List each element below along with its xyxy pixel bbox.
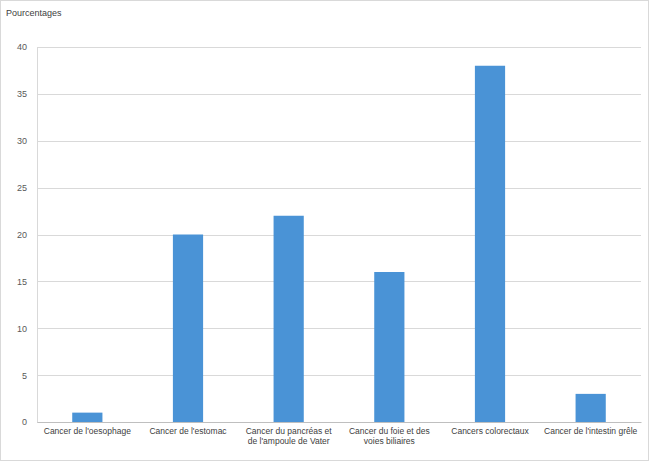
x-tick: Cancer du pancréas etde l'ampoule de Vat…: [246, 422, 333, 446]
bar: [475, 66, 505, 422]
x-tick-label: Cancer de l'estomac: [149, 426, 227, 436]
grid-line: [37, 375, 641, 376]
x-tick-label: Cancer du foie et desvoies biliaires: [349, 426, 430, 446]
grid: [37, 48, 641, 423]
y-axis-line: [37, 48, 38, 423]
y-tick-label: 40: [17, 42, 27, 52]
bar: [576, 394, 606, 422]
grid-line: [37, 141, 641, 142]
x-tick-label-line: de l'ampoule de Vater: [248, 436, 330, 446]
x-tick-label-line: Cancer du pancréas et: [246, 426, 333, 436]
grid-line: [37, 328, 641, 329]
y-axis: 0 5 10 15 20 25 30 35 40: [17, 42, 38, 427]
x-tick-label-line: Cancer de l'oesophage: [44, 426, 131, 436]
y-tick: 5: [22, 371, 37, 381]
grid-line: [37, 47, 641, 48]
y-tick-label: 20: [17, 230, 27, 240]
chart-border: [1, 1, 649, 461]
x-tick-label-line: Cancer du foie et des: [349, 426, 430, 436]
bar: [274, 216, 304, 422]
y-tick: 15: [17, 277, 37, 287]
y-tick: 25: [17, 183, 37, 193]
bar: [173, 235, 203, 423]
x-tick-label-line: Cancer de l'estomac: [149, 426, 227, 436]
x-tick-label: Cancer du pancréas etde l'ampoule de Vat…: [246, 426, 333, 446]
y-tick-label: 0: [22, 417, 27, 427]
x-tick: Cancer du foie et desvoies biliaires: [349, 422, 430, 446]
grid-line: [37, 188, 641, 189]
x-tick-label-line: voies biliaires: [364, 436, 415, 446]
x-axis: Cancer de l'oesophage Cancer de l'estomac…: [38, 422, 642, 446]
y-tick-label: 30: [17, 136, 27, 146]
y-tick: 10: [17, 324, 37, 334]
grid-line: [37, 281, 641, 282]
x-tick: Cancers colorectaux: [451, 422, 529, 436]
y-tick-label: 15: [17, 277, 27, 287]
x-axis-line: [38, 422, 642, 423]
y-tick-label: 25: [17, 183, 27, 193]
x-tick-label-line: Cancer de l'intestin grêle: [544, 426, 638, 436]
y-tick: 40: [17, 42, 37, 52]
bars: [72, 66, 606, 422]
bar: [374, 272, 404, 422]
y-tick: 35: [17, 89, 37, 99]
y-axis-title: Pourcentages: [6, 8, 62, 18]
grid-line: [37, 94, 641, 95]
y-tick: 0: [22, 417, 37, 427]
x-tick: Cancer de l'oesophage: [44, 422, 131, 436]
y-tick-label: 10: [17, 324, 27, 334]
x-tick: Cancer de l'estomac: [149, 422, 227, 436]
y-tick: 30: [17, 136, 37, 146]
y-tick-label: 35: [17, 89, 27, 99]
plot: 0510152025303540Cancer de l'oesophageCan…: [17, 42, 642, 446]
bar: [72, 413, 102, 422]
grid-line: [37, 235, 641, 236]
x-tick-label: Cancer de l'oesophage: [44, 426, 131, 436]
chart: 0510152025303540Cancer de l'oesophageCan…: [0, 0, 649, 461]
x-tick: Cancer de l'intestin grêle: [544, 422, 638, 436]
x-tick-label: Cancers colorectaux: [451, 426, 529, 436]
x-tick-label: Cancer de l'intestin grêle: [544, 426, 638, 436]
y-tick-label: 5: [22, 371, 27, 381]
grid-line: [37, 422, 641, 423]
x-tick-label-line: Cancers colorectaux: [451, 426, 529, 436]
y-tick: 20: [17, 230, 37, 240]
